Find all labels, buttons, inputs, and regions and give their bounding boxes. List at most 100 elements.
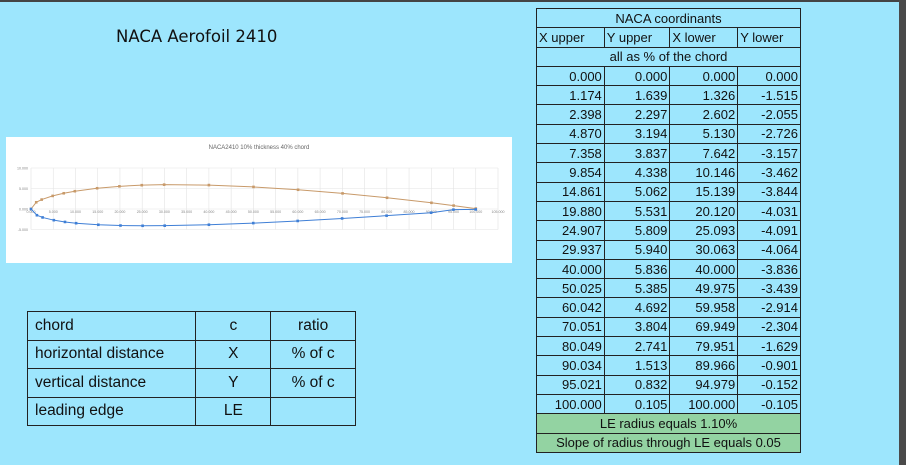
table-cell: -4.031 bbox=[737, 200, 801, 222]
table-cell: 1.174 bbox=[536, 85, 605, 106]
table-row: 24.907 5.809 25.093 -4.091 bbox=[536, 220, 801, 241]
x-tick-label: 75.000 bbox=[359, 210, 370, 214]
table-footer2: Slope of radius through LE equals 0.05 bbox=[536, 432, 801, 453]
table-cell: -4.091 bbox=[737, 220, 801, 241]
x-tick-label: 65.000 bbox=[315, 210, 326, 214]
data-point bbox=[251, 221, 255, 225]
chart-svg: NACA2410 10% thickness 40% chord 0.000 5.0… bbox=[17, 145, 505, 232]
table-cell: -2.914 bbox=[737, 297, 801, 318]
table-cell: -3.844 bbox=[737, 181, 801, 202]
x-tick-label: 10.000 bbox=[70, 210, 81, 214]
data-point bbox=[296, 188, 300, 192]
data-point bbox=[385, 214, 388, 217]
notation-row: horizontal distance X% of c bbox=[26, 339, 356, 369]
notation-cell: X bbox=[195, 339, 272, 369]
x-tick-label: 80.000 bbox=[381, 210, 392, 214]
data-point bbox=[35, 213, 39, 217]
x-tick-label: 105.000 bbox=[492, 210, 505, 214]
table-cell: -1.629 bbox=[737, 336, 801, 357]
data-point bbox=[41, 216, 44, 219]
table-cell: 49.975 bbox=[669, 278, 739, 299]
x-tick-label: 5.000 bbox=[49, 210, 58, 214]
data-point bbox=[207, 183, 211, 187]
table-cell: 40.000 bbox=[669, 258, 739, 280]
table-row: 80.049 2.741 79.951 -1.629 bbox=[536, 336, 801, 357]
table-cell: 89.966 bbox=[669, 355, 739, 376]
table-cell: 30.063 bbox=[669, 239, 739, 260]
table-title: NACA coordinants bbox=[536, 7, 801, 29]
data-point bbox=[429, 211, 433, 214]
table-cell: 70.051 bbox=[536, 316, 605, 338]
table-cell: -4.064 bbox=[737, 239, 801, 260]
table-cell: 100.000 bbox=[536, 393, 605, 415]
table-cell: 2.741 bbox=[603, 336, 671, 357]
table-cell: 5.836 bbox=[603, 258, 671, 280]
table-cell: -3.462 bbox=[737, 162, 801, 183]
notation-cell: LE bbox=[195, 396, 272, 426]
notation-cell: Y bbox=[195, 368, 272, 398]
notation-row: chord c ratio bbox=[26, 311, 356, 341]
table-cell: 5.062 bbox=[603, 181, 671, 202]
data-point bbox=[34, 200, 38, 204]
table-cell: 100.000 bbox=[669, 393, 739, 415]
table-cell: 60.042 bbox=[536, 297, 605, 318]
x-tick-label: 95.000 bbox=[448, 210, 459, 214]
table-cell: 5.130 bbox=[669, 123, 739, 145]
table-cell: 69.949 bbox=[669, 316, 739, 338]
table-cell: 9.854 bbox=[536, 162, 605, 183]
table-cell: 29.937 bbox=[536, 239, 605, 260]
x-tick-label: 100.000 bbox=[469, 210, 482, 214]
table-cell: -3.836 bbox=[737, 258, 801, 280]
header-x-upper: X upper bbox=[536, 27, 605, 48]
x-tick-label: 55.000 bbox=[270, 210, 281, 214]
table-row: 7.358 3.837 7.642 -3.157 bbox=[536, 143, 801, 164]
table-cell: 20.120 bbox=[669, 200, 739, 222]
series-line-1 bbox=[30, 208, 476, 227]
y-tick-label: 5.000 bbox=[19, 187, 28, 191]
table-row: 40.000 5.836 40.000 -3.836 bbox=[536, 258, 801, 280]
table-cell: 25.093 bbox=[669, 220, 739, 241]
notation-cell: % of c bbox=[270, 339, 356, 369]
x-tick-label: 25.000 bbox=[137, 210, 148, 214]
table-row: 1.174 1.639 1.326 -1.515 bbox=[536, 85, 801, 106]
table-cell: -0.901 bbox=[737, 355, 801, 376]
header-y-lower: Y lower bbox=[737, 27, 801, 48]
right-scroll-area bbox=[899, 0, 906, 465]
table-note: all as % of the chord bbox=[536, 46, 801, 67]
table-row: 100.000 0.105 100.000 -0.105 bbox=[536, 393, 801, 415]
table-cell: 4.692 bbox=[603, 297, 671, 318]
table-row: 0.000 0.000 0.000 0.000 bbox=[536, 65, 801, 87]
data-point bbox=[119, 224, 122, 227]
table-cell: 1.513 bbox=[603, 355, 671, 376]
data-point bbox=[207, 223, 211, 227]
table-cell: 94.979 bbox=[669, 374, 739, 395]
data-point bbox=[63, 220, 67, 224]
data-point bbox=[73, 189, 77, 193]
table-cell: 5.531 bbox=[603, 200, 671, 222]
notation-row: leading edge LE bbox=[26, 396, 356, 426]
data-point bbox=[452, 208, 455, 211]
table-cell: 4.338 bbox=[603, 162, 671, 183]
table-cell: 0.000 bbox=[669, 65, 739, 87]
data-point bbox=[118, 185, 121, 188]
table-cell: 95.021 bbox=[536, 374, 605, 395]
data-point bbox=[385, 196, 389, 200]
table-cell: 19.880 bbox=[536, 200, 605, 222]
table-cell: 14.861 bbox=[536, 181, 605, 202]
table-cell: 15.139 bbox=[669, 181, 739, 202]
table-cell: -1.515 bbox=[737, 85, 801, 106]
table-cell: 24.907 bbox=[536, 220, 605, 241]
table-cell: 50.025 bbox=[536, 278, 605, 299]
table-row: 19.880 5.531 20.120 -4.031 bbox=[536, 200, 801, 222]
table-cell: 90.034 bbox=[536, 355, 605, 376]
series-line-0 bbox=[30, 184, 476, 210]
table-row: 4.870 3.194 5.130 -2.726 bbox=[536, 123, 801, 145]
header-y-upper: Y upper bbox=[603, 27, 671, 48]
table-cell: 2.297 bbox=[603, 104, 671, 125]
notation-cell bbox=[270, 396, 356, 426]
notation-cell: vertical distance bbox=[26, 368, 197, 398]
table-cell: 40.000 bbox=[536, 258, 605, 280]
aerofoil-chart[interactable]: NACA2410 10% thickness 40% chord 0.000 5.0… bbox=[6, 137, 512, 263]
data-point bbox=[29, 207, 33, 211]
table-cell: 10.146 bbox=[669, 162, 739, 183]
